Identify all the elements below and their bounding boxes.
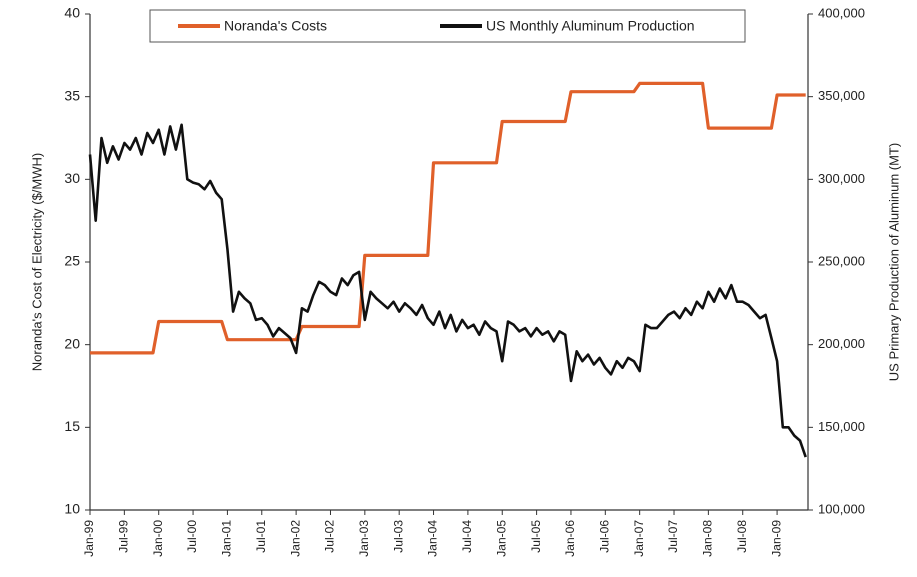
x-tick-label: Jul-05 [529, 520, 543, 553]
y2-tick-label: 400,000 [818, 5, 865, 20]
x-tick-label: Jul-01 [254, 520, 268, 553]
y2-tick-label: 250,000 [818, 253, 865, 268]
y-tick-label: 20 [64, 335, 80, 351]
series-line [88, 123, 807, 458]
y2-axis-label: US Primary Production of Aluminum (MT) [886, 143, 901, 381]
x-tick-label: Jan-04 [426, 520, 440, 557]
x-tick-label: Jan-09 [769, 520, 783, 557]
x-tick-label: Jan-99 [82, 520, 96, 557]
y-tick-label: 30 [64, 170, 80, 186]
y2-tick-label: 150,000 [818, 419, 865, 434]
x-tick-label: Jan-01 [220, 520, 234, 557]
legend-label: US Monthly Aluminum Production [486, 18, 695, 34]
x-tick-label: Jan-07 [632, 520, 646, 557]
y-tick-label: 35 [64, 87, 80, 103]
x-tick-label: Jan-05 [494, 520, 508, 557]
y-tick-label: 10 [64, 501, 80, 517]
y2-tick-label: 350,000 [818, 88, 865, 103]
y2-tick-label: 200,000 [818, 336, 865, 351]
x-tick-label: Jan-02 [288, 520, 302, 557]
x-tick-label: Jul-06 [597, 520, 611, 553]
x-tick-label: Jul-04 [460, 520, 474, 553]
y-axis-label: Noranda's Cost of Electricity ($/MWH) [29, 153, 44, 371]
x-tick-label: Jul-00 [185, 520, 199, 553]
x-tick-label: Jul-02 [323, 520, 337, 553]
x-tick-label: Jan-03 [357, 520, 371, 557]
x-tick-label: Jan-00 [151, 520, 165, 557]
x-tick-label: Jan-08 [701, 520, 715, 557]
y-tick-label: 25 [64, 253, 80, 269]
y-tick-label: 15 [64, 418, 80, 434]
y2-tick-label: 300,000 [818, 171, 865, 186]
x-tick-label: Jul-07 [666, 520, 680, 553]
series-line [90, 81, 806, 355]
x-tick-label: Jul-08 [735, 520, 749, 553]
x-tick-label: Jul-03 [391, 520, 405, 553]
legend-label: Noranda's Costs [224, 18, 327, 34]
y2-tick-label: 100,000 [818, 501, 865, 516]
x-tick-label: Jul-99 [117, 520, 131, 553]
y-tick-label: 40 [64, 5, 80, 21]
x-tick-label: Jan-06 [563, 520, 577, 557]
